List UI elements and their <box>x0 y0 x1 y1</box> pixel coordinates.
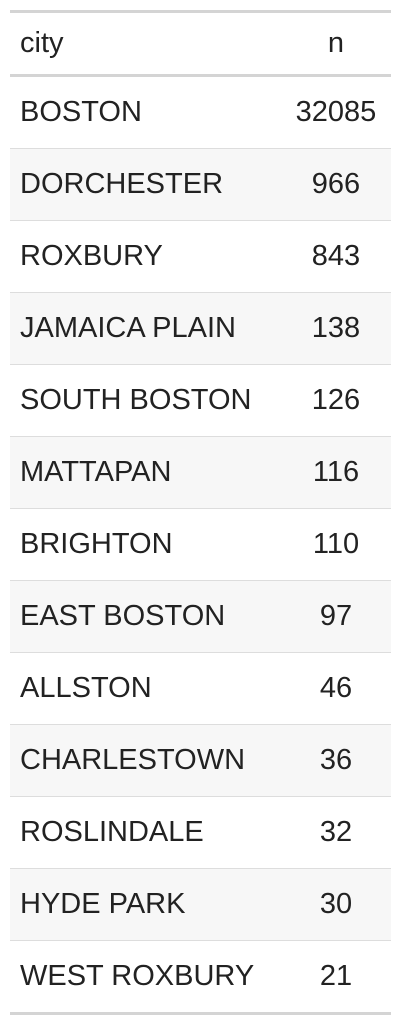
table-row: HYDE PARK 30 <box>10 868 391 941</box>
count-cell: 138 <box>281 292 391 365</box>
count-cell: 32 <box>281 796 391 869</box>
table-row: ALLSTON 46 <box>10 652 391 725</box>
table-row: ROSLINDALE 32 <box>10 796 391 869</box>
city-cell: DORCHESTER <box>10 148 281 221</box>
count-cell: 30 <box>281 868 391 941</box>
table-row: MATTAPAN 116 <box>10 436 391 509</box>
table-row: WEST ROXBURY 21 <box>10 940 391 1014</box>
city-cell: ALLSTON <box>10 652 281 725</box>
city-cell: BRIGHTON <box>10 508 281 581</box>
table-header: city n <box>10 11 391 77</box>
count-cell: 36 <box>281 724 391 797</box>
city-cell: EAST BOSTON <box>10 580 281 653</box>
table-row: BOSTON 32085 <box>10 76 391 149</box>
city-cell: MATTAPAN <box>10 436 281 509</box>
table-row: JAMAICA PLAIN 138 <box>10 292 391 365</box>
count-cell: 97 <box>281 580 391 653</box>
count-cell: 46 <box>281 652 391 725</box>
city-cell: ROXBURY <box>10 220 281 293</box>
count-cell: 32085 <box>295 96 377 128</box>
table-row: CHARLESTOWN 36 <box>10 724 391 797</box>
table-row: BRIGHTON 110 <box>10 508 391 581</box>
table-row: EAST BOSTON 97 <box>10 580 391 653</box>
count-cell: 21 <box>281 940 391 1014</box>
header-row: city n <box>10 11 391 77</box>
count-cell: 843 <box>281 220 391 293</box>
city-cell: ROSLINDALE <box>10 796 281 869</box>
count-cell: 966 <box>281 148 391 221</box>
city-count-table-container: city n BOSTON 32085 DORCHESTER 966 ROXBU… <box>10 10 391 1015</box>
column-header-city[interactable]: city <box>10 11 281 77</box>
city-cell: HYDE PARK <box>10 868 281 941</box>
city-cell: BOSTON <box>20 96 142 128</box>
column-header-n[interactable]: n <box>281 11 391 77</box>
city-cell: CHARLESTOWN <box>10 724 281 797</box>
table-row: SOUTH BOSTON 126 <box>10 364 391 437</box>
city-count-table: city n BOSTON 32085 DORCHESTER 966 ROXBU… <box>10 10 391 1015</box>
city-cell: WEST ROXBURY <box>10 940 281 1014</box>
count-cell: 116 <box>281 436 391 509</box>
table-row: DORCHESTER 966 <box>10 148 391 221</box>
city-cell: JAMAICA PLAIN <box>10 292 281 365</box>
table-row: ROXBURY 843 <box>10 220 391 293</box>
count-cell: 110 <box>281 508 391 581</box>
table-body: BOSTON 32085 DORCHESTER 966 ROXBURY 843 … <box>10 76 391 1014</box>
count-cell: 126 <box>281 364 391 437</box>
city-cell: SOUTH BOSTON <box>10 364 281 437</box>
